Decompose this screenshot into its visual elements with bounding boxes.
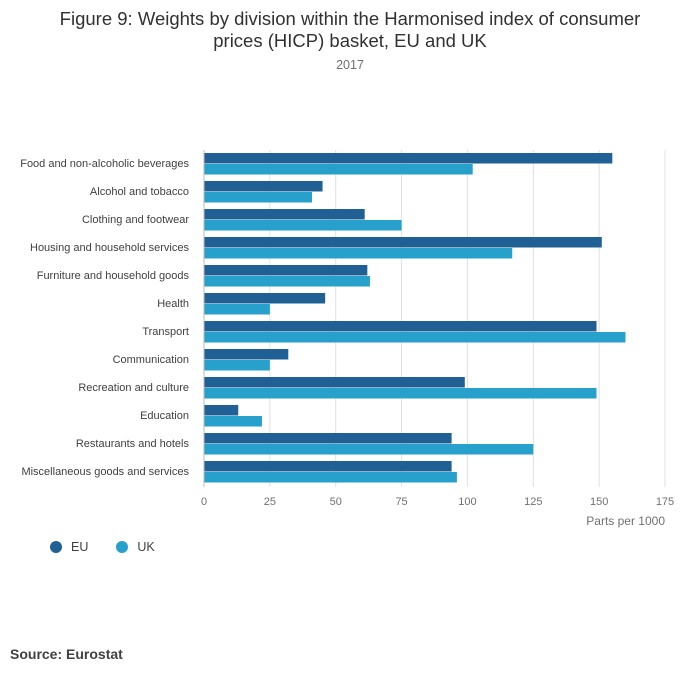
bar-uk — [204, 248, 513, 259]
chart-title-line-1: Figure 9: Weights by division within the… — [59, 8, 641, 29]
chart-title-line-2: prices (HICP) basket, EU and UK — [213, 30, 487, 51]
bar-eu — [204, 181, 323, 192]
chart-title: Figure 9: Weights by division within the… — [0, 8, 700, 52]
bar-uk — [204, 192, 313, 203]
source-note: Source: Eurostat — [10, 646, 123, 662]
bar-eu — [204, 433, 452, 444]
bar-eu — [204, 377, 465, 388]
x-tick-label: 25 — [264, 496, 276, 508]
legend: EU UK — [50, 540, 155, 554]
bar-eu — [204, 153, 613, 164]
legend-item-uk[interactable]: UK — [116, 540, 155, 554]
x-tick-label: 150 — [590, 496, 608, 508]
bar-uk — [204, 472, 457, 483]
category-label: Housing and household services — [30, 242, 189, 254]
bar-uk — [204, 416, 262, 427]
x-axis-title: Parts per 1000 — [586, 514, 665, 528]
bar-eu — [204, 209, 365, 220]
x-tick-label: 125 — [524, 496, 542, 508]
x-tick-label: 75 — [395, 496, 407, 508]
bar-uk — [204, 360, 270, 371]
category-label: Restaurants and hotels — [76, 438, 190, 450]
bar-uk — [204, 388, 597, 399]
bar-eu — [204, 293, 326, 304]
category-label: Clothing and footwear — [82, 214, 189, 226]
chart-subtitle: 2017 — [336, 58, 364, 72]
bar-eu — [204, 321, 597, 332]
category-label: Health — [157, 298, 189, 310]
bar-eu — [204, 405, 239, 416]
category-label: Alcohol and tobacco — [90, 186, 189, 198]
x-tick-label: 175 — [656, 496, 674, 508]
bar-eu — [204, 265, 368, 276]
legend-swatch-eu — [50, 541, 62, 553]
bar-uk — [204, 304, 270, 315]
legend-label-uk: UK — [137, 540, 155, 554]
category-label: Education — [140, 410, 189, 422]
x-tick-label: 100 — [458, 496, 476, 508]
bar-uk — [204, 444, 534, 455]
bar-uk — [204, 276, 370, 287]
x-tick-label: 0 — [201, 496, 207, 508]
bar-uk — [204, 220, 402, 231]
x-tick-label: 50 — [330, 496, 342, 508]
legend-label-eu: EU — [71, 540, 89, 554]
category-label: Communication — [113, 354, 189, 366]
bar-uk — [204, 164, 473, 175]
legend-swatch-uk — [116, 541, 129, 553]
bar-chart: 0 25 50 75 100 125 150 175 Food and non-alcoholi… — [20, 150, 674, 528]
bar-uk — [204, 332, 626, 343]
category-label: Miscellaneous goods and services — [21, 466, 189, 478]
category-label: Transport — [142, 326, 189, 338]
category-label: Recreation and culture — [78, 382, 189, 394]
category-label: Food and non-alcoholic beverages — [20, 158, 189, 170]
bar-eu — [204, 461, 452, 472]
category-label: Furniture and household goods — [37, 270, 190, 282]
legend-item-eu[interactable]: EU — [50, 540, 88, 554]
bar-eu — [204, 237, 602, 248]
bar-eu — [204, 349, 289, 360]
